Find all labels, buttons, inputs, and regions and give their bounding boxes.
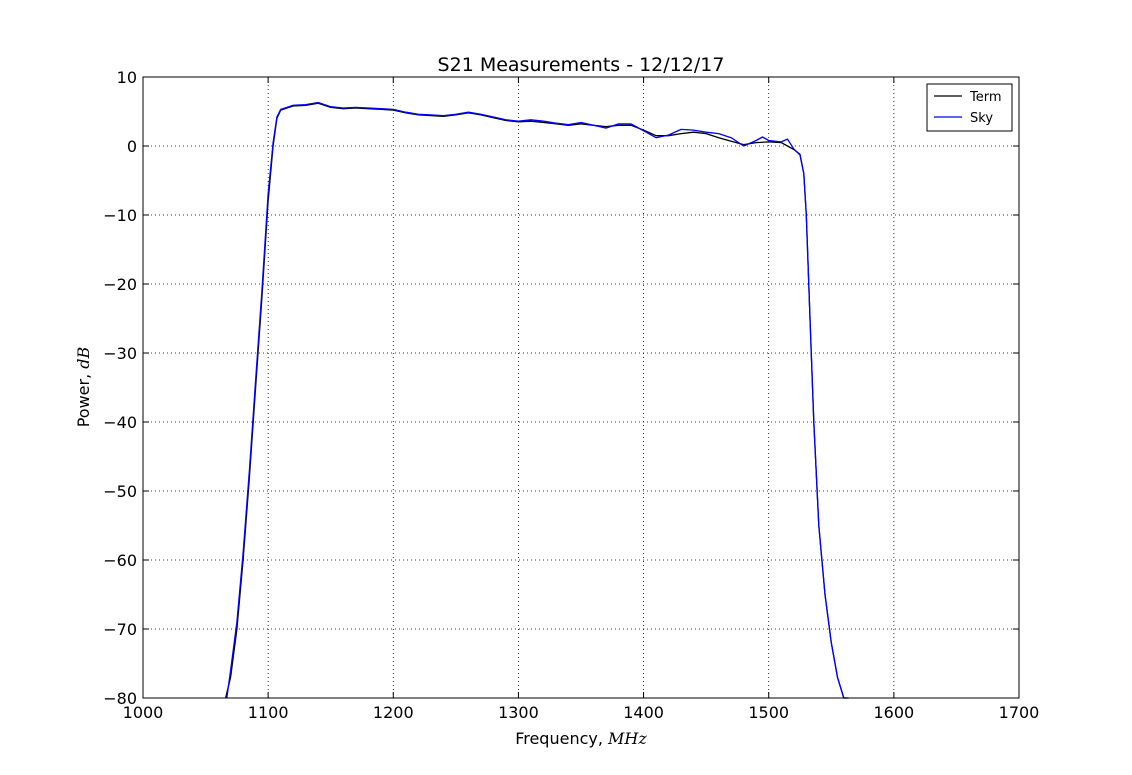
x-tick-label: 1100 — [248, 703, 289, 722]
legend-box — [926, 83, 1013, 132]
x-axis-title: Frequency, MHz — [515, 729, 647, 748]
y-axis-label: Power, — [74, 374, 93, 427]
y-axis-title: Power, dB — [74, 346, 93, 427]
series-line-sky — [226, 101, 849, 699]
x-tick-label: 1300 — [498, 703, 539, 722]
y-tick-label: −20 — [103, 275, 137, 294]
y-tick-label: 0 — [127, 137, 137, 156]
legend-label-sky: Sky — [970, 111, 993, 126]
series-lines — [224, 101, 849, 699]
axis-ticks — [142, 76, 1020, 699]
y-tick-label: −60 — [103, 551, 137, 570]
x-axis-unit: MHz — [607, 729, 647, 748]
x-tick-label: 1000 — [123, 703, 164, 722]
x-tick-label: 1400 — [623, 703, 664, 722]
y-tick-label: −30 — [103, 344, 137, 363]
chart-title: S21 Measurements - 12/12/17 — [438, 54, 725, 76]
y-axis-unit: dB — [74, 346, 93, 368]
y-tick-label: 10 — [117, 68, 137, 87]
x-tick-label: 1500 — [748, 703, 789, 722]
x-tick-label: 1200 — [373, 703, 414, 722]
y-tick-label: −40 — [103, 413, 137, 432]
legend-label-term: Term — [969, 90, 1002, 105]
y-tick-label: −80 — [103, 689, 137, 708]
y-tick-label: −50 — [103, 482, 137, 501]
x-tick-labels: 1000 1100 1200 1300 1400 1500 1600 1700 — [123, 703, 1040, 722]
legend: Term Sky — [926, 83, 1013, 132]
y-tick-label: −70 — [103, 620, 137, 639]
x-tick-label: 1600 — [873, 703, 914, 722]
y-tick-label: −10 — [103, 206, 137, 225]
x-axis-label: Frequency, — [515, 729, 603, 748]
y-tick-labels: 10 0 −10 −20 −30 −40 −50 −60 −70 −80 — [103, 68, 137, 708]
x-tick-label: 1700 — [999, 703, 1040, 722]
plot-area-frame — [142, 76, 1020, 699]
